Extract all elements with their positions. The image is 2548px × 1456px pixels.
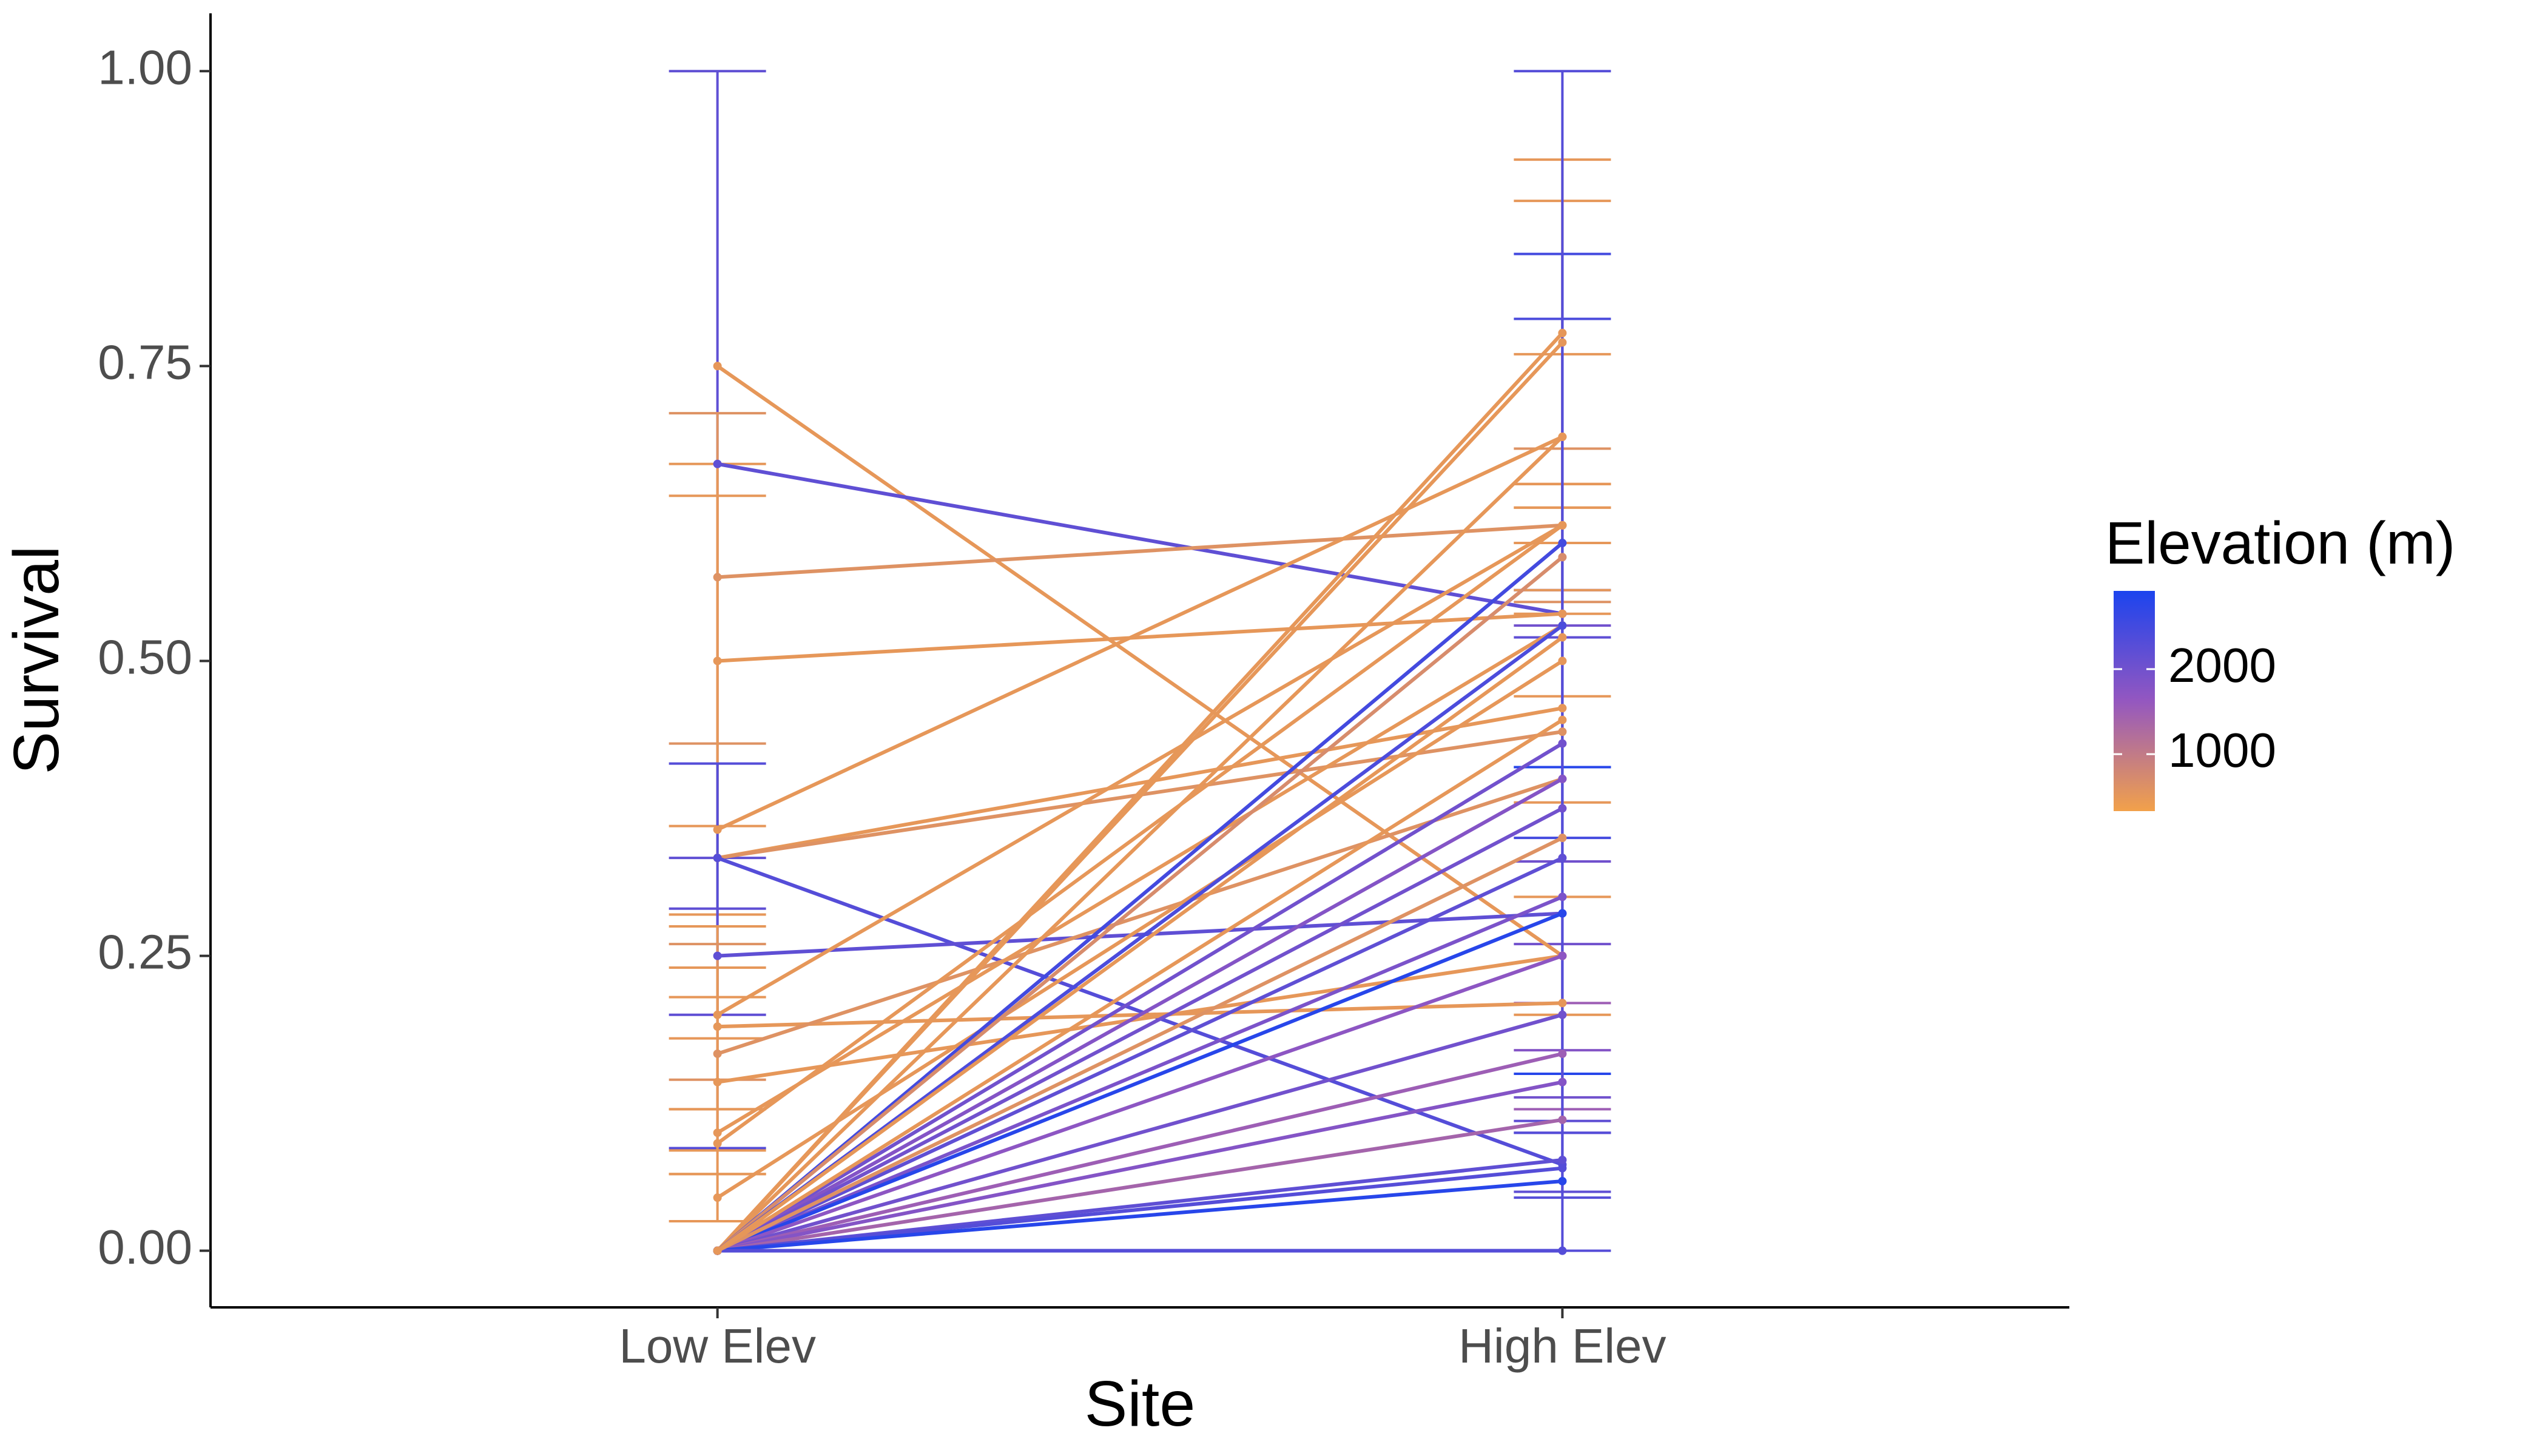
point [1558, 1077, 1567, 1087]
x-tick-label: High Elev [1458, 1319, 1666, 1373]
point [1558, 1176, 1567, 1185]
point [713, 1049, 722, 1058]
survival-line [716, 524, 1564, 1145]
survival-line [716, 341, 1564, 1252]
survival-line [716, 777, 1563, 1253]
point [1558, 338, 1567, 347]
y-tick-label: 1.00 [98, 40, 192, 94]
point [1558, 539, 1567, 548]
point [1558, 328, 1567, 337]
survival-line [716, 856, 1563, 1167]
point [1558, 704, 1567, 713]
survival-line [717, 706, 1563, 860]
survival-line [716, 524, 1563, 1017]
survival-line [716, 718, 1563, 1253]
survival-line [717, 612, 1563, 663]
survival-line [717, 1080, 1563, 1253]
y-tick-label: 0.00 [98, 1220, 192, 1274]
point [1558, 727, 1567, 736]
point [713, 459, 722, 468]
point [1558, 774, 1567, 783]
survival-line [716, 659, 1563, 1199]
y-tick-label: 0.25 [98, 925, 192, 979]
point [713, 951, 722, 960]
colorbar-label: 2000 [2168, 638, 2276, 692]
point [1558, 433, 1567, 442]
point [1558, 892, 1567, 902]
point [713, 1193, 722, 1202]
point [713, 573, 722, 582]
point [713, 1022, 722, 1031]
point [1558, 1115, 1567, 1124]
survival-line [716, 1013, 1563, 1253]
point [713, 656, 722, 666]
survival-line [717, 523, 1563, 579]
point [1558, 609, 1567, 618]
survival-line [716, 954, 1563, 1253]
survival-line [717, 1166, 1563, 1253]
point [1558, 621, 1567, 630]
point [713, 1139, 722, 1148]
point [1558, 656, 1567, 666]
point [1558, 909, 1567, 918]
point [1558, 1155, 1567, 1164]
point [1558, 553, 1567, 562]
point [1558, 854, 1567, 863]
survival-line [716, 624, 1563, 1134]
survival-line [716, 742, 1563, 1253]
point [1558, 633, 1567, 642]
y-axis-title: Survival [1, 545, 72, 774]
survival-line [717, 462, 1563, 616]
legend-title: Elevation (m) [2105, 510, 2455, 576]
survival-line [717, 1179, 1563, 1253]
point [713, 854, 722, 863]
point [1558, 804, 1567, 813]
point [1558, 951, 1567, 960]
colorbar-label: 1000 [2168, 723, 2276, 777]
survival-line [716, 806, 1563, 1253]
survival-line [716, 895, 1563, 1253]
survival-line [716, 777, 1563, 1056]
y-tick-label: 0.75 [98, 335, 192, 389]
survival-line [716, 541, 1564, 1252]
point [713, 1128, 722, 1138]
point [1558, 521, 1567, 530]
colorbar [2114, 591, 2155, 811]
survival-line [716, 435, 1563, 832]
point [713, 1246, 722, 1255]
point [713, 825, 722, 834]
survival-line [716, 556, 1564, 1252]
point [1558, 715, 1567, 724]
point [1558, 834, 1567, 843]
point [1558, 1164, 1567, 1173]
point [1558, 999, 1567, 1008]
x-tick-label: Low Elev [619, 1319, 816, 1373]
survival-line [716, 856, 1563, 1253]
survival-line [716, 911, 1563, 1253]
survival-line [716, 836, 1563, 1253]
survival-line [717, 954, 1563, 1084]
survival-line [717, 911, 1563, 958]
point [1558, 1246, 1567, 1255]
survival-line [716, 435, 1564, 1252]
point [713, 1010, 722, 1019]
point [713, 362, 722, 371]
point [1558, 1010, 1567, 1019]
point [1558, 1049, 1567, 1058]
survival-line [716, 1052, 1563, 1253]
survival-line [717, 1117, 1563, 1253]
y-tick-label: 0.50 [98, 630, 192, 684]
point [713, 1077, 722, 1087]
x-axis-title: Site [1085, 1368, 1196, 1440]
point [1558, 739, 1567, 748]
survival-line [716, 636, 1564, 1253]
